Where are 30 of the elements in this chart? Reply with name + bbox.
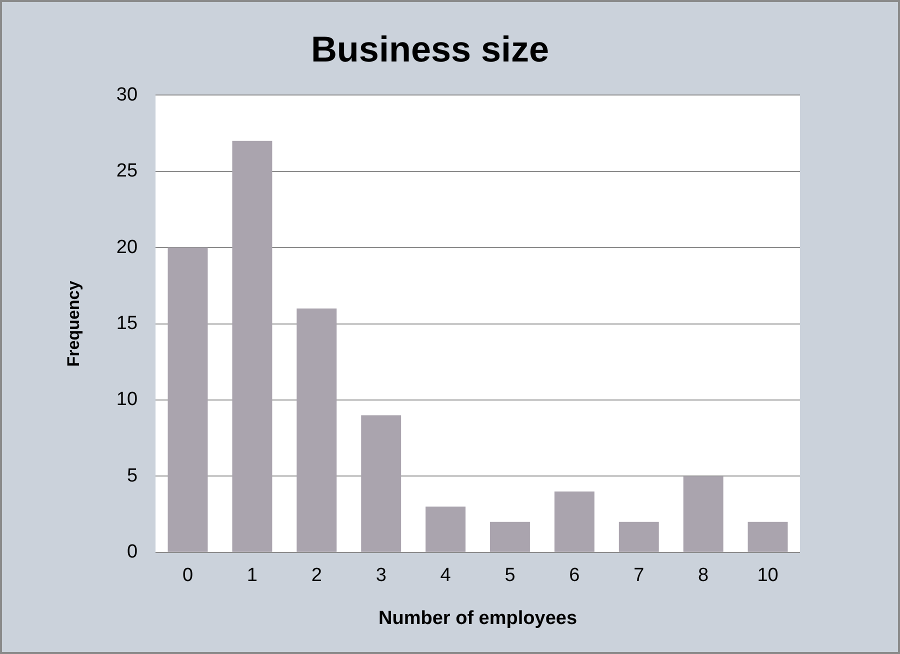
y-tick-label: 10 <box>116 389 138 410</box>
y-tick-label: 5 <box>126 465 138 486</box>
y-tick-label: 25 <box>116 160 138 182</box>
x-axis-title: Number of employees <box>378 608 578 629</box>
y-tick-label: 15 <box>116 313 138 334</box>
x-tick-label: 4 <box>440 565 452 586</box>
x-tick-label: 6 <box>569 565 580 586</box>
x-tick-label: 2 <box>311 565 322 586</box>
bar <box>554 491 594 552</box>
bar <box>296 308 337 552</box>
chart-title: Business size <box>310 28 550 70</box>
bar <box>361 415 402 552</box>
x-tick-label: 1 <box>246 565 258 586</box>
x-tick-label: 8 <box>698 565 709 586</box>
bar <box>748 522 788 552</box>
y-tick-label: 0 <box>126 542 138 563</box>
bar <box>168 248 208 552</box>
x-tick-label: 0 <box>182 565 194 586</box>
bar <box>618 522 659 552</box>
x-tick-label: 5 <box>504 565 516 586</box>
bar <box>490 522 530 552</box>
y-axis-title: Frequency <box>64 280 83 367</box>
x-tick-label: 7 <box>634 565 644 586</box>
x-tick-label: 3 <box>376 565 386 586</box>
bar <box>683 476 724 552</box>
y-tick-label: 20 <box>116 236 138 258</box>
x-tick-label: 10 <box>757 565 778 586</box>
bar <box>232 140 272 552</box>
bar <box>426 506 466 552</box>
y-tick-label: 30 <box>116 84 138 106</box>
